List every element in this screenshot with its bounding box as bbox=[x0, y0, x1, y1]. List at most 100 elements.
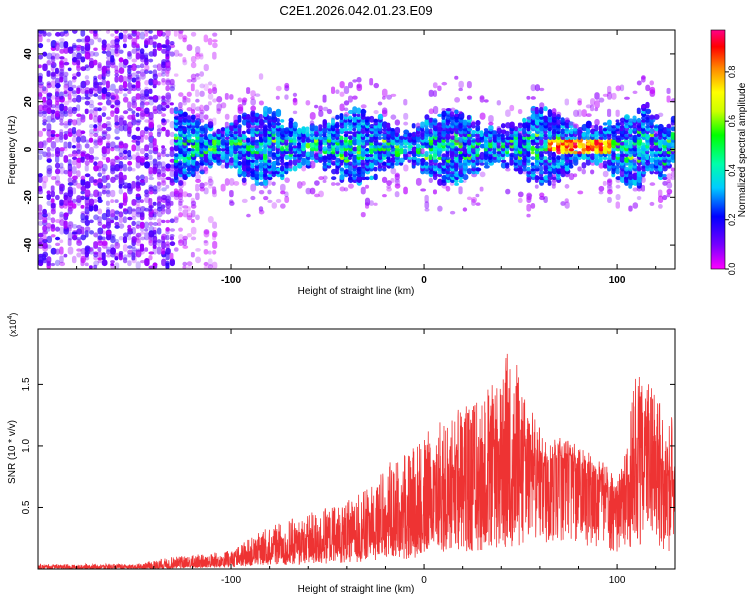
spectrogram-cell bbox=[161, 219, 166, 224]
spectrogram-cell bbox=[148, 176, 155, 181]
spectrogram-cell bbox=[466, 114, 471, 120]
spectrogram-cell bbox=[369, 144, 375, 149]
spectrogram-cell bbox=[93, 232, 99, 238]
spectrogram-cell bbox=[271, 145, 276, 152]
spectrogram-cell bbox=[59, 61, 64, 66]
spectrogram-cell bbox=[165, 39, 170, 46]
spectrogram-cell bbox=[161, 68, 167, 74]
spectrogram-cell bbox=[615, 85, 621, 92]
spectrogram-cell bbox=[42, 116, 47, 120]
spectrogram-cell bbox=[390, 178, 395, 183]
spectrogram-cell bbox=[118, 236, 124, 241]
spectrogram-cell bbox=[182, 265, 187, 269]
spectrogram-cell bbox=[381, 141, 387, 146]
spectrogram-cell bbox=[381, 136, 388, 140]
spectrogram-cell bbox=[131, 180, 136, 189]
spectrogram-cell bbox=[641, 145, 647, 149]
spectrogram-cell bbox=[144, 80, 150, 86]
spectrogram-cell bbox=[42, 104, 48, 112]
spectrogram-cell bbox=[50, 247, 57, 255]
spectrogram-cell bbox=[199, 119, 205, 123]
spectrogram-cell bbox=[161, 72, 166, 77]
spectrogram-cell bbox=[551, 179, 557, 186]
spectrogram-cell bbox=[38, 141, 44, 149]
spectrogram-cell bbox=[641, 142, 646, 146]
spectrogram-cell bbox=[348, 139, 354, 143]
spectrogram-cell bbox=[454, 161, 459, 169]
spectrogram-cell bbox=[110, 176, 116, 183]
spectrogram-cell bbox=[122, 75, 128, 83]
spectrogram-cell bbox=[101, 163, 108, 172]
spectrogram-cell bbox=[54, 134, 60, 143]
spectrogram-cell bbox=[101, 87, 108, 95]
spectrogram-cell bbox=[543, 106, 548, 112]
spectrogram-cell bbox=[71, 156, 78, 161]
spectrogram-cell bbox=[114, 199, 119, 204]
spectrogram-cell bbox=[131, 30, 137, 34]
spectrogram-cell bbox=[156, 239, 162, 244]
spectrogram-cell bbox=[80, 150, 87, 155]
spectrogram-cell bbox=[675, 134, 680, 140]
spectrogram-cell bbox=[356, 84, 361, 89]
spectrogram-cell bbox=[564, 133, 569, 138]
spectrogram-cell bbox=[63, 169, 69, 175]
spectrogram-cell bbox=[80, 175, 86, 181]
spectrogram-cell bbox=[424, 114, 430, 120]
spectrogram-cell bbox=[122, 185, 128, 189]
spectrogram-cell bbox=[139, 206, 146, 212]
spectrogram-cell bbox=[509, 152, 515, 158]
spectrogram-cell bbox=[165, 227, 170, 232]
spectrogram-cell bbox=[500, 144, 506, 149]
spectrogram-cell bbox=[182, 59, 188, 66]
spectrogram-cell bbox=[80, 204, 85, 209]
spectrogram-cell bbox=[496, 126, 501, 132]
spectrogram-cell bbox=[144, 69, 149, 74]
spectrogram-cell bbox=[169, 200, 174, 206]
spectrogram-cell bbox=[122, 58, 129, 66]
spectrogram-cell bbox=[636, 165, 641, 169]
spectrogram-cell bbox=[118, 202, 124, 206]
spectrogram-cell bbox=[156, 196, 163, 204]
spectrogram-cell bbox=[161, 145, 166, 149]
spectrogram-cell bbox=[139, 102, 146, 106]
spectrogram-cell bbox=[59, 162, 64, 169]
spectrogram-cell bbox=[67, 196, 73, 201]
spectrogram-cell bbox=[394, 162, 400, 166]
spectrogram-cell bbox=[318, 124, 323, 132]
spectrogram-cell bbox=[161, 126, 167, 132]
spectrogram-cell bbox=[658, 156, 664, 161]
spectrogram-cell bbox=[110, 164, 116, 172]
spectrogram-cell bbox=[42, 242, 48, 249]
spectrogram-cell bbox=[169, 241, 176, 247]
spectrogram-cell bbox=[199, 90, 205, 97]
spectrogram-cell bbox=[649, 201, 655, 206]
spectrogram-cell bbox=[517, 108, 523, 115]
spectrogram-cell bbox=[144, 161, 150, 169]
spectrogram-cell bbox=[54, 77, 60, 86]
spectrogram-cell bbox=[335, 114, 340, 120]
spectrogram-cell bbox=[76, 142, 81, 149]
spectrogram-cell bbox=[246, 137, 251, 143]
spectrogram-cell bbox=[343, 128, 349, 132]
spectrogram-cell bbox=[348, 183, 354, 189]
spectrogram-cell bbox=[607, 158, 613, 166]
spectrogram-cell bbox=[195, 248, 201, 252]
spectrogram-cell bbox=[301, 127, 306, 132]
spectrogram-cell bbox=[403, 186, 408, 195]
spectrogram-cell bbox=[318, 105, 323, 112]
spectrogram-cell bbox=[76, 38, 82, 43]
spectrogram-cell bbox=[267, 159, 272, 163]
spectrogram-cell bbox=[46, 60, 52, 66]
spectrogram-cell bbox=[666, 150, 673, 155]
spectrogram-cell bbox=[67, 153, 74, 158]
spectrogram-cell bbox=[93, 145, 99, 149]
spectrogram-cell bbox=[118, 141, 124, 149]
spectrogram-cell bbox=[352, 116, 358, 120]
spectrogram-cell bbox=[675, 138, 679, 143]
spectrogram-cell bbox=[394, 173, 400, 178]
spectrogram-cell bbox=[110, 33, 115, 37]
spectrogram-cell bbox=[458, 141, 463, 149]
spectrogram-cell bbox=[152, 246, 157, 255]
spectrogram-cell bbox=[152, 41, 157, 49]
spectrogram-cell bbox=[165, 194, 171, 201]
